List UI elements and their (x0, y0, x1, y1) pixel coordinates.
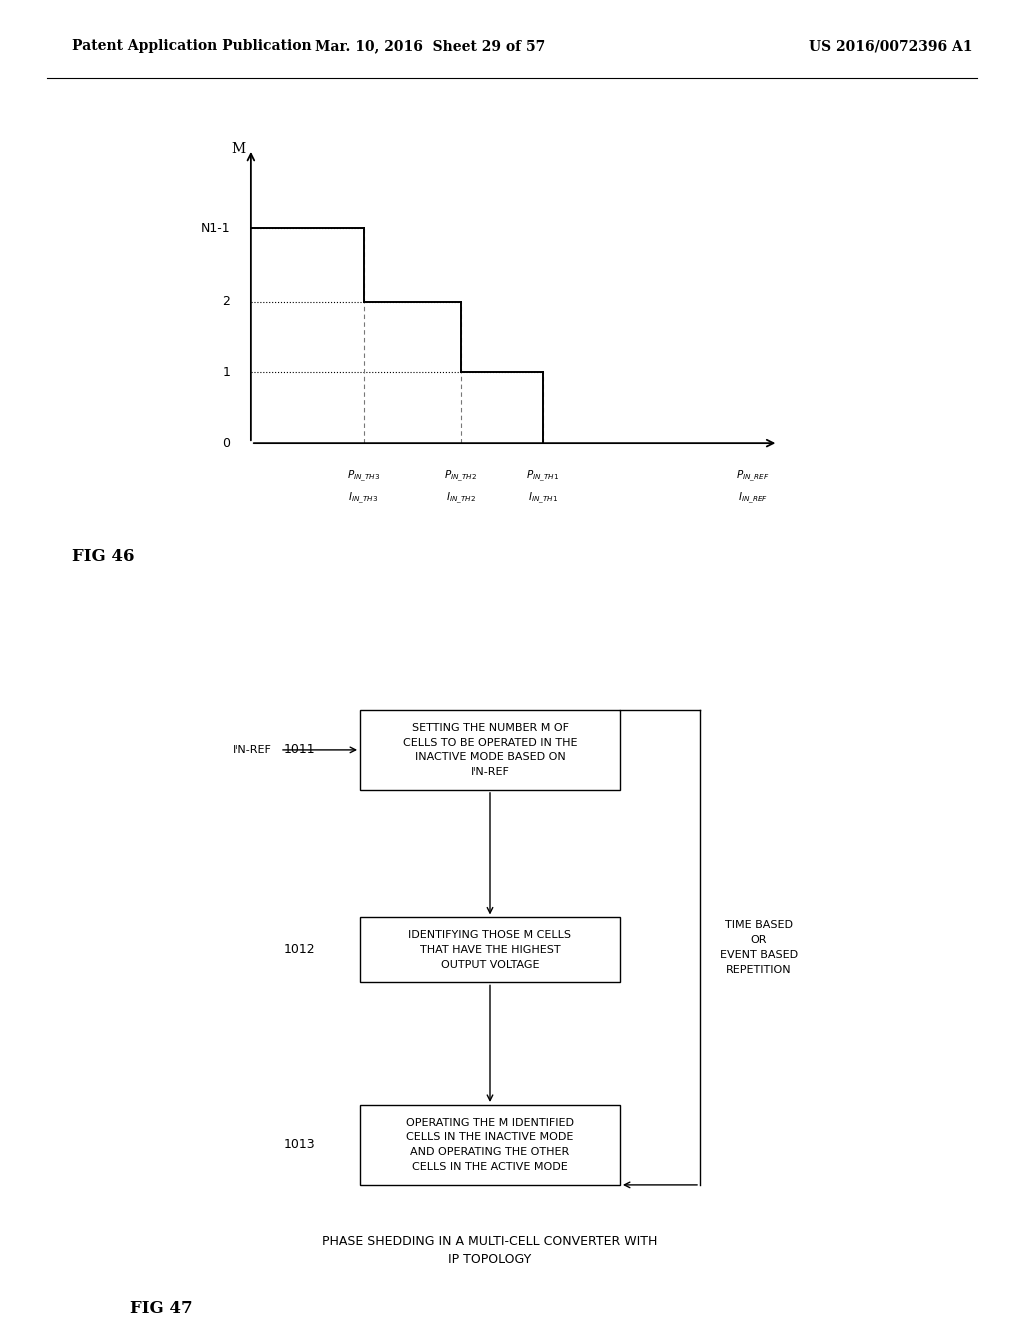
Text: Patent Application Publication: Patent Application Publication (72, 40, 311, 53)
Text: 1: 1 (222, 366, 230, 379)
Text: PHASE SHEDDING IN A MULTI-CELL CONVERTER WITH
IP TOPOLOGY: PHASE SHEDDING IN A MULTI-CELL CONVERTER… (323, 1236, 657, 1266)
Text: $I_{IN\_TH3}$: $I_{IN\_TH3}$ (348, 491, 379, 507)
Text: FIG 46: FIG 46 (72, 548, 134, 565)
Text: $P_{IN\_TH1}$: $P_{IN\_TH1}$ (526, 469, 559, 484)
Text: IᴵN‑REF: IᴵN‑REF (233, 744, 272, 755)
Text: N1-1: N1-1 (201, 222, 230, 235)
Bar (360, 917, 620, 982)
Text: OPERATING THE M IDENTIFIED
CELLS IN THE INACTIVE MODE
AND OPERATING THE OTHER
CE: OPERATING THE M IDENTIFIED CELLS IN THE … (406, 1118, 574, 1172)
Text: 1013: 1013 (284, 1138, 315, 1151)
Text: 1012: 1012 (284, 944, 315, 957)
Text: 0: 0 (222, 437, 230, 450)
Text: IDENTIFYING THOSE M CELLS
THAT HAVE THE HIGHEST
OUTPUT VOLTAGE: IDENTIFYING THOSE M CELLS THAT HAVE THE … (409, 931, 571, 970)
Bar (360, 1105, 620, 1185)
Text: $P_{IN\_TH3}$: $P_{IN\_TH3}$ (347, 469, 380, 484)
Bar (360, 710, 620, 789)
Text: 2: 2 (222, 296, 230, 308)
Text: $P_{IN\_REF}$: $P_{IN\_REF}$ (736, 469, 769, 484)
Text: SETTING THE NUMBER M OF
CELLS TO BE OPERATED IN THE
INACTIVE MODE BASED ON
IᴵN‑R: SETTING THE NUMBER M OF CELLS TO BE OPER… (402, 722, 578, 777)
Text: TIME BASED
OR
EVENT BASED
REPETITION: TIME BASED OR EVENT BASED REPETITION (720, 920, 798, 974)
Text: M: M (231, 143, 245, 156)
Text: Mar. 10, 2016  Sheet 29 of 57: Mar. 10, 2016 Sheet 29 of 57 (315, 40, 545, 53)
Text: $P_{IN\_TH2}$: $P_{IN\_TH2}$ (444, 469, 477, 484)
Text: FIG 47: FIG 47 (130, 1300, 193, 1317)
Text: US 2016/0072396 A1: US 2016/0072396 A1 (809, 40, 973, 53)
Text: 1011: 1011 (284, 743, 315, 756)
Text: $I_{IN\_TH1}$: $I_{IN\_TH1}$ (527, 491, 558, 507)
Text: $I_{IN\_REF}$: $I_{IN\_REF}$ (737, 491, 768, 507)
Text: $I_{IN\_TH2}$: $I_{IN\_TH2}$ (445, 491, 476, 507)
